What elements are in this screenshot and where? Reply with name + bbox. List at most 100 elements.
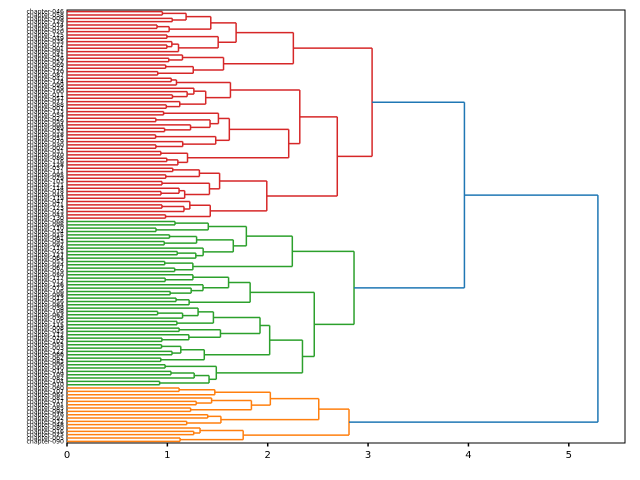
leaf-label: chapter-013 bbox=[27, 295, 65, 302]
leaf-label: chapter-130 bbox=[27, 215, 65, 222]
leaf-label: chapter-107 bbox=[27, 388, 65, 395]
x-tick-label: 2 bbox=[265, 450, 271, 461]
leaf-label: chapter-072 bbox=[27, 42, 65, 49]
leaf-label: chapter-115 bbox=[27, 322, 65, 329]
leaf-label: chapter-036 bbox=[27, 315, 65, 322]
leaf-label: chapter-110 bbox=[27, 225, 65, 232]
leaf-label: chapter-037 bbox=[27, 165, 65, 172]
leaf-label: chapter-011 bbox=[27, 92, 65, 99]
leaf-label: chapter-057 bbox=[27, 95, 65, 102]
leaf-label: chapter-077 bbox=[27, 99, 65, 106]
leaf-label: chapter-073 bbox=[27, 285, 65, 292]
leaf-label: chapter-097 bbox=[27, 242, 65, 249]
leaf-label: chapter-105 bbox=[27, 318, 65, 325]
leaf-label: chapter-106 bbox=[27, 288, 65, 295]
leaf-label: chapter-027 bbox=[27, 115, 65, 122]
leaf-label: chapter-026 bbox=[27, 55, 65, 62]
x-tick-label: 4 bbox=[465, 450, 471, 461]
leaf-label: chapter-090 bbox=[27, 438, 65, 445]
leaf-label: chapter-061 bbox=[27, 235, 65, 242]
leaf-label: chapter-023 bbox=[27, 209, 65, 216]
leaf-label: chapter-001 bbox=[27, 45, 65, 52]
leaf-label: chapter-114 bbox=[27, 185, 65, 192]
leaf-label: chapter-103 bbox=[27, 179, 65, 186]
leaf-label: chapter-112 bbox=[27, 332, 65, 339]
leaf-label: chapter-047 bbox=[27, 199, 65, 206]
leaf-label: chapter-052 bbox=[27, 59, 65, 66]
leaf-label: chapter-020 bbox=[27, 29, 65, 36]
leaf-label: chapter-004 bbox=[27, 122, 65, 129]
leaf-label: chapter-074 bbox=[27, 22, 65, 29]
leaf-label: chapter-060 bbox=[27, 385, 65, 392]
leaf-label: chapter-034 bbox=[27, 228, 65, 235]
leaf-label: chapter-050 bbox=[27, 272, 65, 279]
leaf-label: chapter-062 bbox=[27, 355, 65, 362]
leaf-label: chapter-025 bbox=[27, 432, 65, 439]
leaf-label: chapter-014 bbox=[27, 368, 65, 375]
leaf-label: chapter-124 bbox=[27, 79, 65, 86]
leaf-label: chapter-010 bbox=[27, 382, 65, 389]
leaf-label: chapter-054 bbox=[27, 112, 65, 119]
leaf-label: chapter-079 bbox=[27, 139, 65, 146]
leaf-label: chapter-024 bbox=[27, 262, 65, 269]
leaf-label: chapter-102 bbox=[27, 338, 65, 345]
leaf-label: chapter-040 bbox=[27, 365, 65, 372]
leaf-label: chapter-098 bbox=[27, 292, 65, 299]
leaf-label: chapter-012 bbox=[27, 278, 65, 285]
leaf-label: chapter-125 bbox=[27, 32, 65, 39]
leaf-label: chapter-111 bbox=[27, 169, 65, 176]
leaf-label: chapter-129 bbox=[27, 19, 65, 26]
leaf-label: chapter-089 bbox=[27, 125, 65, 132]
leaf-label: chapter-066 bbox=[27, 352, 65, 359]
leaf-label: chapter-081 bbox=[27, 395, 65, 402]
leaf-label: chapter-096 bbox=[27, 222, 65, 229]
leaf-label: chapter-078 bbox=[27, 189, 65, 196]
axes-spines bbox=[66, 9, 626, 444]
leaf-label: chapter-016 bbox=[27, 428, 65, 435]
leaf-label: chapter-109 bbox=[27, 372, 65, 379]
leaf-label: chapter-116 bbox=[27, 159, 65, 166]
leaf-label: chapter-094 bbox=[27, 408, 65, 415]
leaf-label: chapter-008 bbox=[27, 325, 65, 332]
leaf-label: chapter-058 bbox=[27, 12, 65, 19]
leaf-label: chapter-091 bbox=[27, 49, 65, 56]
leaf-label: chapter-015 bbox=[27, 232, 65, 239]
leaf-label: chapter-092 bbox=[27, 415, 65, 422]
leaf-label: chapter-018 bbox=[27, 132, 65, 139]
leaf-label: chapter-059 bbox=[27, 119, 65, 126]
leaf-label: chapter-007 bbox=[27, 105, 65, 112]
leaf-label: chapter-022 bbox=[27, 65, 65, 72]
leaf-label: chapter-075 bbox=[27, 25, 65, 32]
leaf-label: chapter-100 bbox=[27, 89, 65, 96]
leaf-label: chapter-039 bbox=[27, 85, 65, 92]
leaf-label: chapter-056 bbox=[27, 298, 65, 305]
leaf-label: chapter-029 bbox=[27, 175, 65, 182]
leaf-label: chapter-123 bbox=[27, 205, 65, 212]
leaf-label: chapter-084 bbox=[27, 302, 65, 309]
leaf-label: chapter-068 bbox=[27, 219, 65, 226]
leaf-label: chapter-042 bbox=[27, 75, 65, 82]
leaf-label: chapter-017 bbox=[27, 398, 65, 405]
x-tick-label: 1 bbox=[164, 450, 170, 461]
x-tick-label: 0 bbox=[64, 450, 70, 461]
leaf-label: chapter-028 bbox=[27, 335, 65, 342]
leaf-label: chapter-032 bbox=[27, 418, 65, 425]
leaf-label: chapter-065 bbox=[27, 392, 65, 399]
leaf-label: chapter-041 bbox=[27, 52, 65, 59]
leaf-label: chapter-048 bbox=[27, 422, 65, 429]
leaf-label: chapter-033 bbox=[27, 129, 65, 136]
leaf-label: chapter-104 bbox=[27, 378, 65, 385]
leaf-label: chapter-055 bbox=[27, 342, 65, 349]
leaf-label: chapter-021 bbox=[27, 248, 65, 255]
leaf-label: chapter-088 bbox=[27, 102, 65, 109]
leaf-label: chapter-080 bbox=[27, 425, 65, 432]
leaf-label: chapter-083 bbox=[27, 358, 65, 365]
leaf-label: chapter-051 bbox=[27, 135, 65, 142]
leaf-label: chapter-005 bbox=[27, 435, 65, 442]
leaf-label: chapter-019 bbox=[27, 268, 65, 275]
leaf-label: chapter-120 bbox=[27, 69, 65, 76]
leaf-label: chapter-009 bbox=[27, 15, 65, 22]
leaf-label: chapter-128 bbox=[27, 162, 65, 169]
